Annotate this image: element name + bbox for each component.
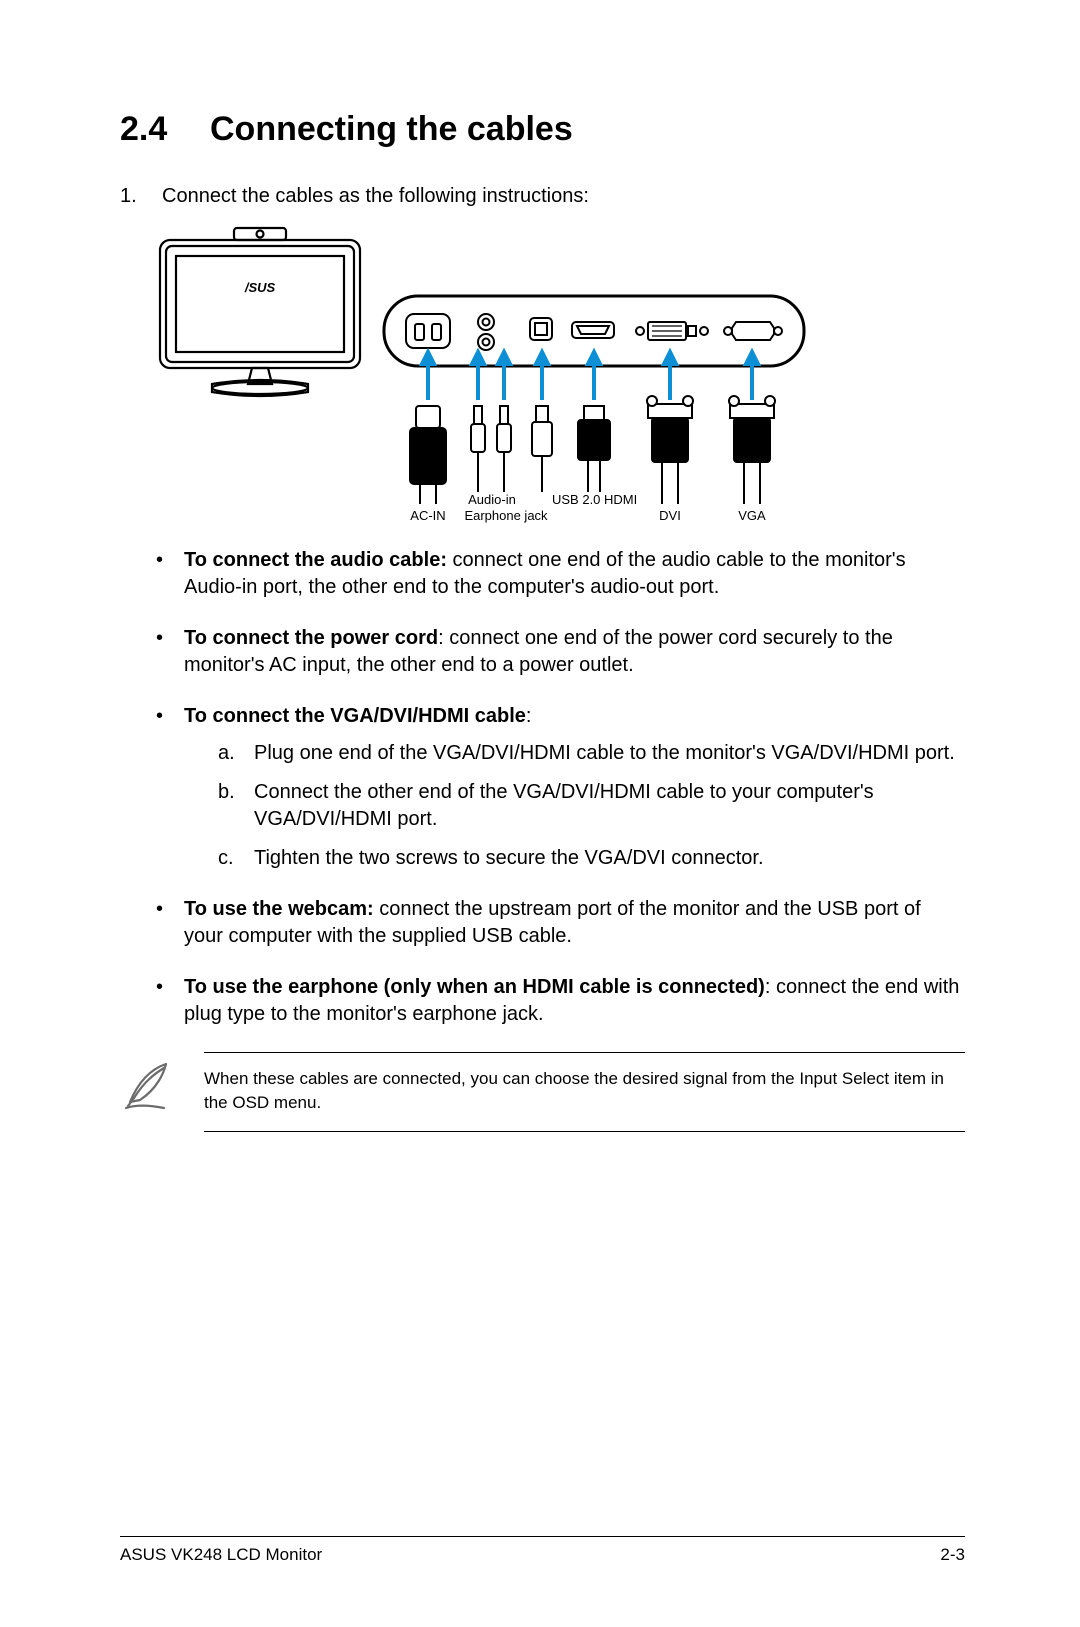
step-1: 1.Connect the cables as the following in… xyxy=(120,185,965,208)
step-text: Connect the cables as the following inst… xyxy=(162,185,589,207)
usb-label: USB 2.0 xyxy=(552,492,600,507)
sub-a: a.Plug one end of the VGA/DVI/HDMI cable… xyxy=(218,740,965,767)
section-number: 2.4 xyxy=(120,110,210,149)
sub-c: c.Tighten the two screws to secure the V… xyxy=(218,845,965,872)
hdmi-label: HDMI xyxy=(604,492,637,507)
section-heading: 2.4Connecting the cables xyxy=(120,110,965,149)
sub-steps: a.Plug one end of the VGA/DVI/HDMI cable… xyxy=(218,740,965,872)
footer-left: ASUS VK248 LCD Monitor xyxy=(120,1545,322,1565)
bullet-webcam: To use the webcam: connect the upstream … xyxy=(150,896,965,950)
footer-right: 2-3 xyxy=(940,1545,965,1565)
bullet-earphone: To use the earphone (only when an HDMI c… xyxy=(150,974,965,1028)
step-number: 1. xyxy=(120,185,162,208)
vga-label: VGA xyxy=(738,508,766,523)
manual-page: 2.4Connecting the cables 1.Connect the c… xyxy=(0,0,1080,1627)
instruction-list: To connect the audio cable: connect one … xyxy=(150,547,965,1028)
hdmi-plug-icon xyxy=(578,406,610,492)
monitor-icon: /SUS xyxy=(160,228,360,396)
section-title: Connecting the cables xyxy=(210,110,573,148)
plugs xyxy=(410,396,775,504)
note-text: When these cables are connected, you can… xyxy=(204,1052,965,1132)
audio-in-label: Audio-in xyxy=(468,492,516,507)
note-block: When these cables are connected, you can… xyxy=(120,1052,965,1132)
audio-plug-icon xyxy=(471,406,511,492)
power-plug-icon xyxy=(410,406,446,504)
vga-plug-icon xyxy=(729,396,775,504)
cable-diagram: /SUS xyxy=(154,226,965,529)
svg-text:/SUS: /SUS xyxy=(244,280,276,295)
page-footer: ASUS VK248 LCD Monitor 2-3 xyxy=(120,1536,965,1565)
usb-plug-icon xyxy=(532,406,552,492)
pencil-note-icon xyxy=(120,1052,176,1132)
port-labels: AC-IN Audio-in Earphone jack USB 2.0 HDM… xyxy=(410,492,766,523)
dvi-plug-icon xyxy=(647,396,693,504)
bullet-audio: To connect the audio cable: connect one … xyxy=(150,547,965,601)
bullet-power: To connect the power cord: connect one e… xyxy=(150,625,965,679)
bullet-vga-dvi-hdmi: To connect the VGA/DVI/HDMI cable: a.Plu… xyxy=(150,703,965,872)
sub-b: b.Connect the other end of the VGA/DVI/H… xyxy=(218,779,965,833)
earphone-label: Earphone jack xyxy=(464,508,548,523)
dvi-label: DVI xyxy=(659,508,681,523)
ac-in-label: AC-IN xyxy=(410,508,445,523)
